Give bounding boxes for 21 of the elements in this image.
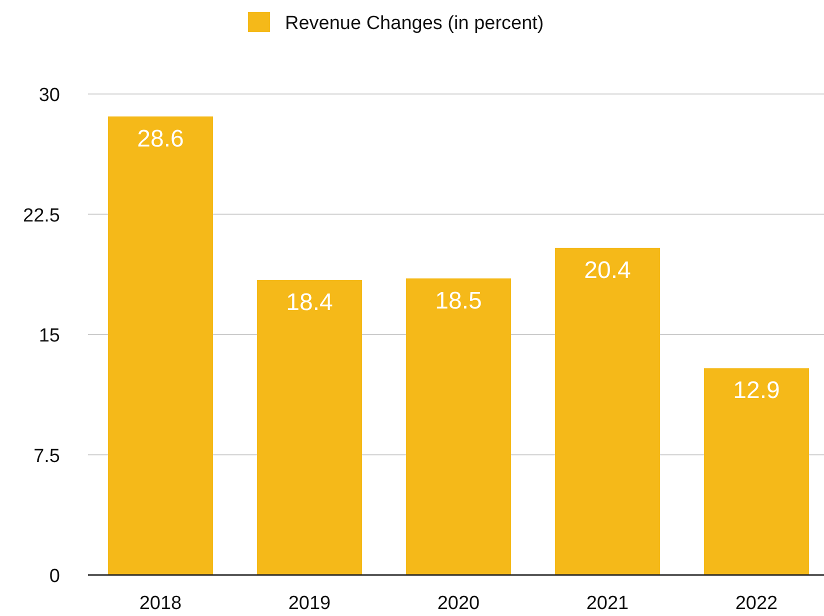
x-tick-label: 2021 (586, 593, 629, 614)
data-label: 18.4 (286, 288, 333, 316)
y-tick-label: 30 (38, 85, 60, 106)
y-tick-label: 15 (38, 326, 60, 346)
x-tick-label: 2022 (735, 593, 778, 614)
data-label: 20.4 (584, 256, 631, 284)
data-label: 28.6 (137, 125, 184, 152)
y-tick-label: 7.5 (34, 446, 60, 467)
bar (108, 116, 213, 575)
x-tick-label: 2019 (288, 593, 331, 614)
x-tick-label: 2020 (437, 593, 480, 614)
data-label: 18.5 (435, 287, 482, 314)
bar (555, 248, 660, 575)
y-tick-label: 22.5 (23, 205, 60, 226)
bar (406, 278, 511, 575)
bar (257, 280, 362, 575)
y-tick-label: 0 (49, 566, 60, 587)
data-label: 12.9 (733, 377, 780, 404)
x-tick-label: 2018 (139, 593, 182, 614)
legend-label: Revenue Changes (in percent) (285, 13, 544, 34)
bar (704, 368, 809, 575)
